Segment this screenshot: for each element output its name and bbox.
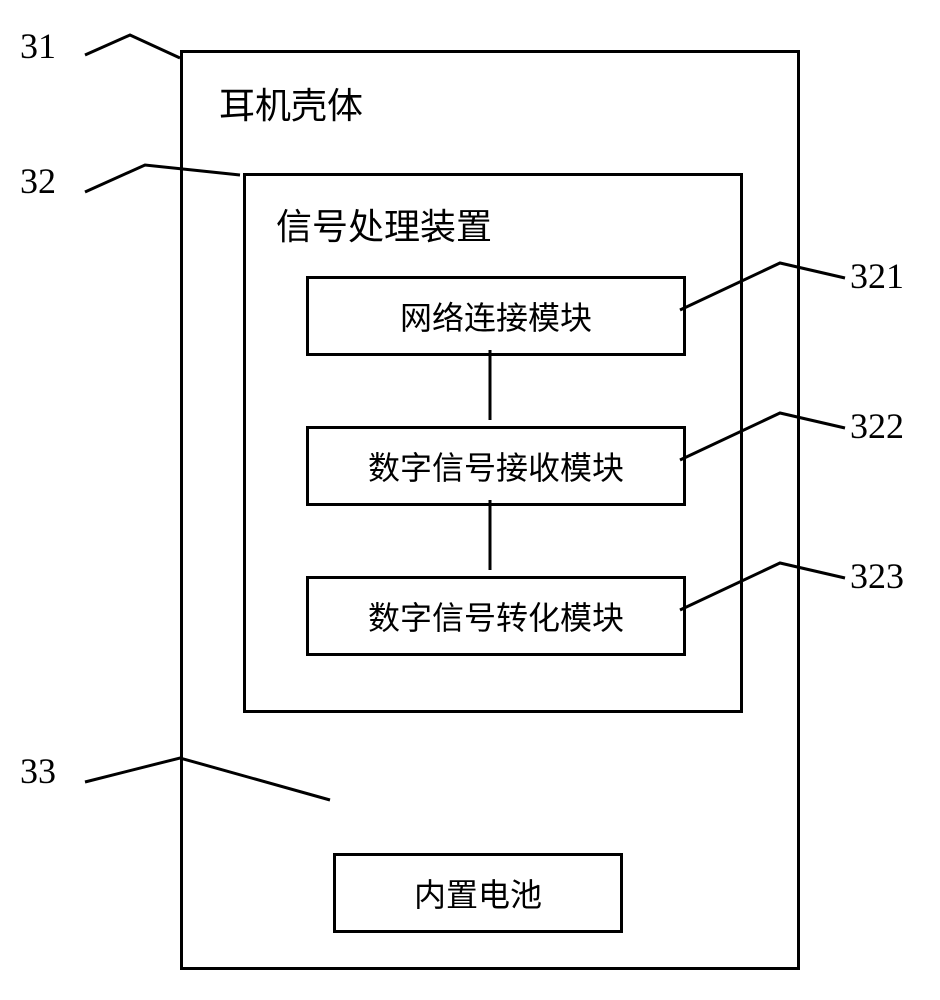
inner-box: 信号处理装置 网络连接模块 数字信号接收模块 数字信号转化模块 — [243, 173, 743, 713]
outer-title: 耳机壳体 — [219, 77, 363, 129]
module-network: 网络连接模块 — [306, 276, 686, 356]
leader-line — [85, 35, 180, 58]
inner-title: 信号处理装置 — [276, 198, 492, 250]
ref-label-32: 32 — [20, 160, 56, 202]
ref-label-323: 323 — [850, 555, 904, 597]
ref-label-322: 322 — [850, 405, 904, 447]
ref-label-321: 321 — [850, 255, 904, 297]
ref-label-33: 33 — [20, 750, 56, 792]
outer-box: 耳机壳体 信号处理装置 网络连接模块 数字信号接收模块 数字信号转化模块 内置电… — [180, 50, 800, 970]
ref-label-31: 31 — [20, 25, 56, 67]
module-receive: 数字信号接收模块 — [306, 426, 686, 506]
module-convert: 数字信号转化模块 — [306, 576, 686, 656]
battery-box: 内置电池 — [333, 853, 623, 933]
